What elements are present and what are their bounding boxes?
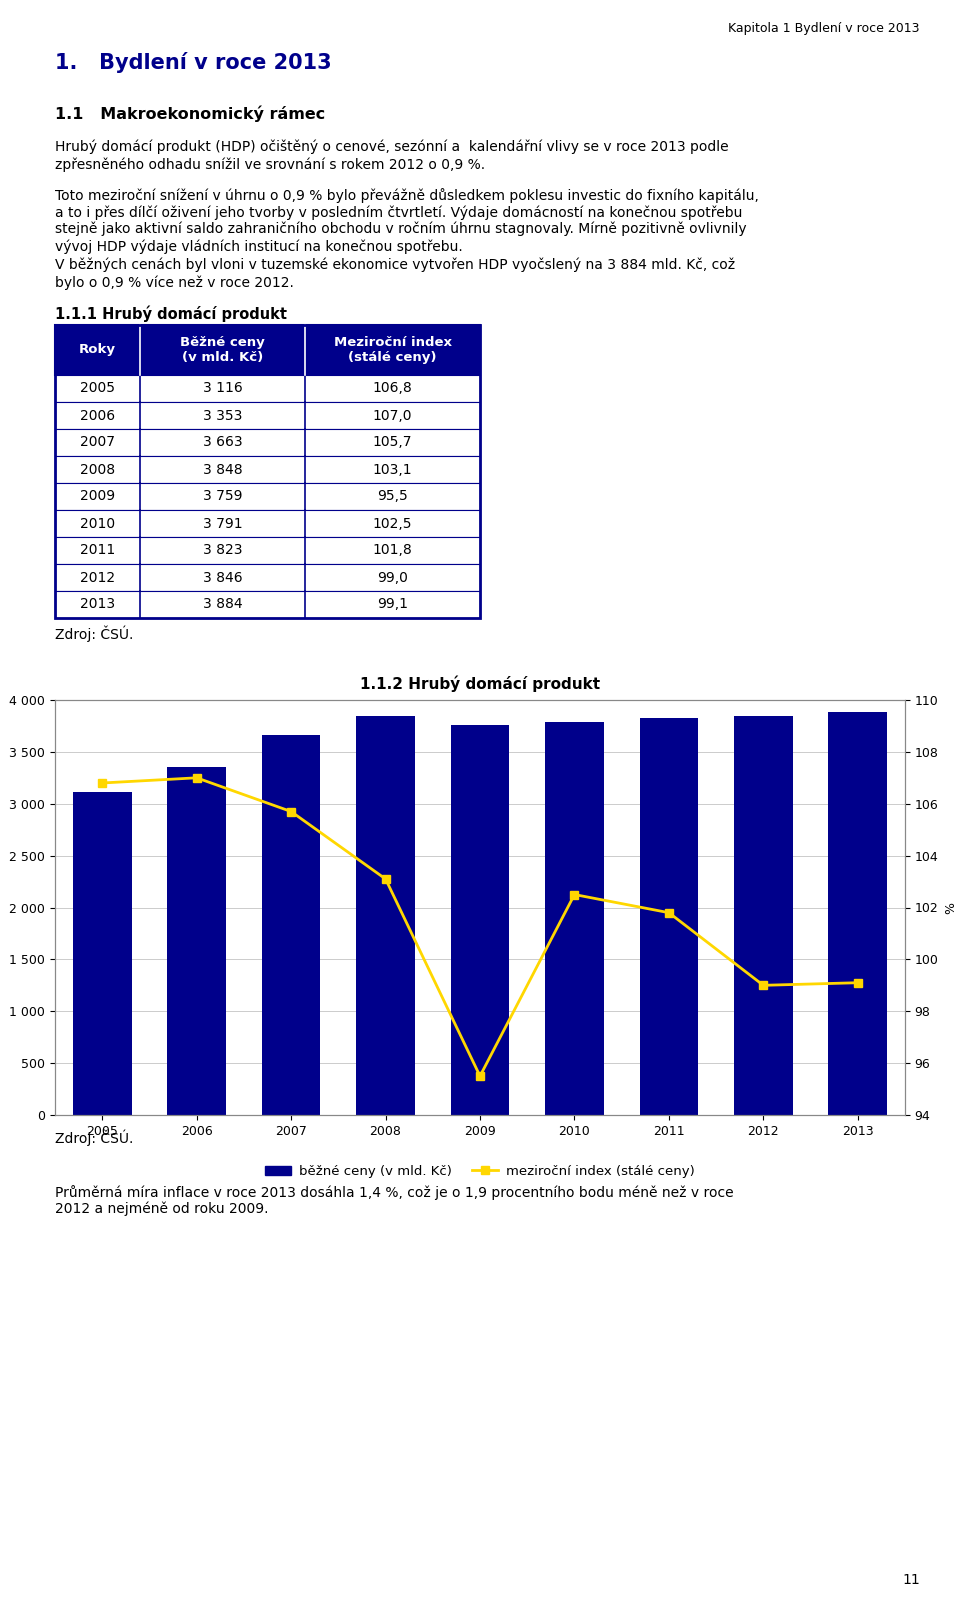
Text: 2012 a nejméně od roku 2009.: 2012 a nejméně od roku 2009.: [55, 1202, 269, 1217]
Bar: [356, 716, 415, 1115]
Text: Zdroj: ČSÚ.: Zdroj: ČSÚ.: [55, 626, 133, 642]
Bar: [55, 376, 480, 401]
Text: 1.1.1 Hrubý domácí produkt: 1.1.1 Hrubý domácí produkt: [55, 305, 287, 321]
Text: 99,0: 99,0: [377, 570, 408, 584]
Bar: [55, 483, 480, 510]
Text: 3 759: 3 759: [203, 490, 242, 504]
Text: a to i přes dílčí oživení jeho tvorby v posledním čtvrtletí. Výdaje domácností n: a to i přes dílčí oživení jeho tvorby v …: [55, 205, 742, 220]
Text: 107,0: 107,0: [372, 409, 412, 422]
Bar: [55, 563, 480, 591]
Text: 105,7: 105,7: [372, 435, 412, 449]
Bar: [55, 591, 480, 618]
Bar: [55, 456, 480, 483]
Text: Průměrná míra inflace v roce 2013 dosáhla 1,4 %, což je o 1,9 procentního bodu m: Průměrná míra inflace v roce 2013 dosáhl…: [55, 1184, 733, 1201]
Bar: [55, 324, 480, 376]
Text: 3 848: 3 848: [203, 462, 242, 477]
Text: 1.   Bydlení v roce 2013: 1. Bydlení v roce 2013: [55, 51, 331, 72]
Text: 95,5: 95,5: [377, 490, 408, 504]
Text: 2007: 2007: [80, 435, 115, 449]
Text: V běžných cenách byl vloni v tuzemské ekonomice vytvořen HDP vyočslený na 3 884 : V běžných cenách byl vloni v tuzemské ek…: [55, 258, 735, 273]
Text: 11: 11: [902, 1573, 920, 1587]
Bar: [545, 722, 604, 1115]
Text: 102,5: 102,5: [372, 517, 412, 531]
Title: 1.1.2 Hrubý domácí produkt: 1.1.2 Hrubý domácí produkt: [360, 676, 600, 692]
Text: 106,8: 106,8: [372, 382, 413, 395]
Text: 3 116: 3 116: [203, 382, 242, 395]
Text: Běžné ceny
(v mld. Kč): Běžné ceny (v mld. Kč): [180, 335, 265, 364]
Bar: [55, 429, 480, 456]
Bar: [55, 324, 480, 618]
Text: Hrubý domácí produkt (HDP) očištěný o cenové, sezónní a  kalendářní vlivy se v r: Hrubý domácí produkt (HDP) očištěný o ce…: [55, 140, 729, 154]
Legend: běžné ceny (v mld. Kč), meziroční index (stálé ceny): běžné ceny (v mld. Kč), meziroční index …: [260, 1159, 700, 1183]
Text: Roky: Roky: [79, 343, 116, 356]
Text: 101,8: 101,8: [372, 544, 413, 557]
Bar: [55, 538, 480, 563]
Text: Kapitola 1 Bydlení v roce 2013: Kapitola 1 Bydlení v roce 2013: [729, 22, 920, 35]
Y-axis label: mld. Kč: mld. Kč: [0, 884, 4, 931]
Text: Toto meziroční snížení v úhrnu o 0,9 % bylo převážně důsledkem poklesu investic : Toto meziroční snížení v úhrnu o 0,9 % b…: [55, 188, 758, 202]
Bar: [73, 791, 132, 1115]
Text: 3 846: 3 846: [203, 570, 242, 584]
Text: vývoj HDP výdaje vládních institucí na konečnou spotřebu.: vývoj HDP výdaje vládních institucí na k…: [55, 239, 463, 254]
Bar: [262, 735, 321, 1115]
Text: bylo o 0,9 % více než v roce 2012.: bylo o 0,9 % více než v roce 2012.: [55, 274, 294, 289]
Text: 2013: 2013: [80, 597, 115, 612]
Text: 2009: 2009: [80, 490, 115, 504]
Text: 2010: 2010: [80, 517, 115, 531]
Text: 2006: 2006: [80, 409, 115, 422]
Text: 3 353: 3 353: [203, 409, 242, 422]
Text: 2008: 2008: [80, 462, 115, 477]
Text: 3 823: 3 823: [203, 544, 242, 557]
Text: zpřesněného odhadu snížil ve srovnání s rokem 2012 o 0,9 %.: zpřesněného odhadu snížil ve srovnání s …: [55, 157, 485, 172]
Text: 2005: 2005: [80, 382, 115, 395]
Text: Meziroční index
(stálé ceny): Meziroční index (stálé ceny): [333, 335, 451, 364]
Bar: [55, 510, 480, 538]
Bar: [639, 719, 698, 1115]
Text: 3 663: 3 663: [203, 435, 242, 449]
Text: 2012: 2012: [80, 570, 115, 584]
Bar: [451, 725, 509, 1115]
Text: 1.1   Makroekonomický rámec: 1.1 Makroekonomický rámec: [55, 104, 325, 122]
Y-axis label: %: %: [944, 902, 957, 913]
Text: stejně jako aktivní saldo zahraničního obchodu v ročním úhrnu stagnovaly. Mírně : stejně jako aktivní saldo zahraničního o…: [55, 221, 747, 236]
Text: Zdroj: ČSÚ.: Zdroj: ČSÚ.: [55, 1130, 133, 1146]
Bar: [167, 767, 226, 1115]
Text: 2011: 2011: [80, 544, 115, 557]
Bar: [55, 401, 480, 429]
Text: 3 884: 3 884: [203, 597, 242, 612]
Text: 3 791: 3 791: [203, 517, 242, 531]
Text: 99,1: 99,1: [377, 597, 408, 612]
Text: 103,1: 103,1: [372, 462, 412, 477]
Bar: [828, 713, 887, 1115]
Bar: [734, 716, 793, 1115]
